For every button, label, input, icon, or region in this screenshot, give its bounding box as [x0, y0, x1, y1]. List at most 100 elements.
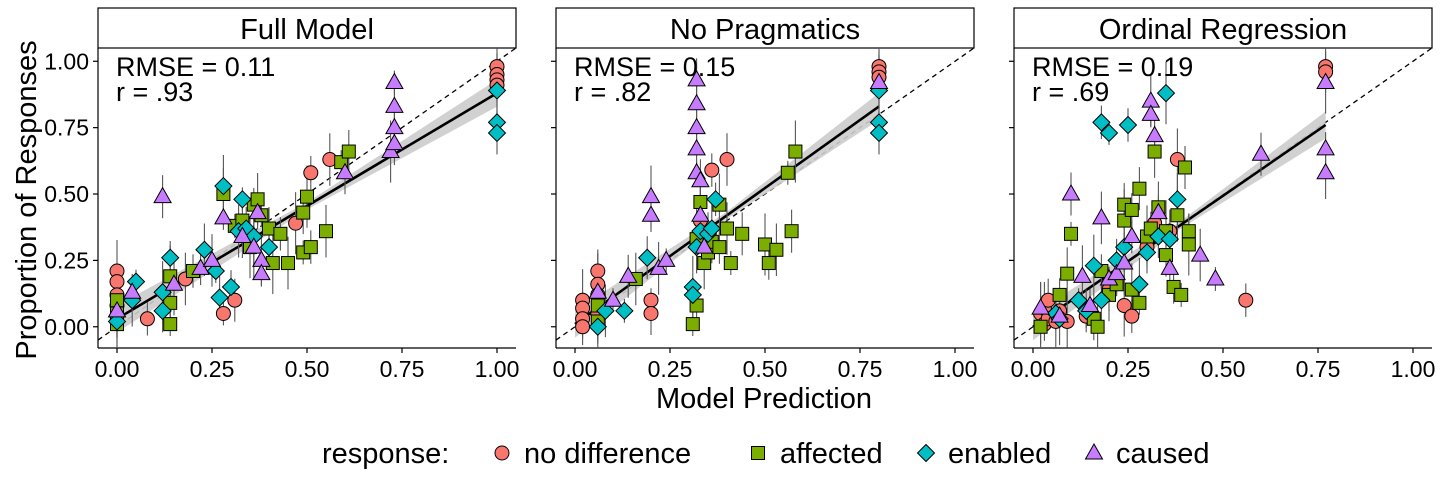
y-tick-label: 0.00 — [44, 314, 89, 340]
data-point-no-difference — [303, 165, 319, 181]
y-tick-label: 1.00 — [44, 48, 89, 74]
data-point-affected — [720, 221, 734, 236]
x-tick-label: 0.00 — [553, 356, 598, 382]
data-point-enabled — [195, 240, 214, 259]
data-point-caused — [164, 274, 184, 291]
data-point-caused — [641, 186, 661, 204]
data-point-affected — [1147, 144, 1162, 159]
facet-panel: No Pragmatics 0.00 0.25 0.50 0.75 1.00 RMSE = … — [551, 7, 977, 382]
data-point-enabled — [221, 277, 241, 297]
legend: response: no difference affected enabled cau… — [322, 438, 1210, 470]
facet-strip — [1013, 7, 1433, 49]
x-tick-label: 0.50 — [743, 356, 788, 382]
data-point-affected — [341, 144, 356, 159]
data-point-caused — [1316, 138, 1335, 156]
data-point-caused — [1080, 295, 1100, 313]
data-point-affected — [761, 256, 776, 271]
data-point-caused — [687, 69, 706, 87]
data-point-enabled — [210, 288, 229, 307]
data-point-enabled — [1118, 115, 1138, 135]
data-point-no-difference — [575, 319, 591, 335]
data-point-caused — [248, 202, 267, 220]
data-point-enabled — [1092, 113, 1111, 132]
data-point-affected — [1132, 295, 1147, 310]
data-point-no-difference — [590, 263, 606, 279]
data-point-caused — [618, 266, 638, 283]
legend-label: affected — [780, 438, 883, 470]
data-point-caused — [214, 207, 233, 225]
x-axis-title: Model Prediction — [656, 383, 872, 415]
legend-key-affected — [751, 446, 765, 460]
data-point-caused — [869, 72, 889, 90]
data-point-affected — [1170, 208, 1185, 223]
legend-label: no difference — [524, 438, 691, 470]
data-point-affected — [712, 240, 727, 255]
plot-area — [556, 48, 974, 348]
data-point-enabled — [233, 190, 252, 209]
data-point-caused — [1031, 298, 1050, 315]
facet-panel: Ordinal Regression 0.00 0.25 0.50 0.75 1.00 RM… — [1009, 7, 1435, 382]
data-point-caused — [603, 290, 623, 307]
data-point-enabled — [487, 123, 507, 143]
data-point-caused — [385, 117, 404, 135]
data-point-caused — [1251, 144, 1271, 161]
data-point-enabled — [588, 317, 608, 336]
facet-title: No Pragmatics — [670, 14, 860, 46]
data-point-caused — [122, 282, 142, 299]
x-tick-label: 0.25 — [190, 356, 235, 382]
y-tick-label: 0.25 — [44, 247, 89, 273]
data-point-enabled — [702, 219, 722, 238]
correlation-label: r = .93 — [116, 77, 193, 107]
data-point-no-difference — [1116, 298, 1132, 314]
data-point-enabled — [1156, 83, 1176, 103]
data-point-enabled — [1099, 123, 1119, 143]
data-point-enabled — [706, 190, 725, 209]
x-tick-label: 0.00 — [95, 356, 140, 382]
data-point-no-difference — [227, 292, 243, 308]
data-point-no-difference — [643, 292, 659, 308]
data-point-affected — [281, 256, 295, 271]
x-tick-label: 0.25 — [648, 356, 693, 382]
data-point-caused — [641, 205, 661, 222]
data-point-caused — [244, 237, 264, 254]
data-point-affected — [1178, 160, 1192, 175]
x-tick-label: 0.00 — [1011, 356, 1056, 382]
y-tick-label: 0.75 — [44, 115, 89, 141]
data-point-caused — [233, 226, 252, 243]
legend-key-caused — [1084, 442, 1104, 460]
legend-label: enabled — [948, 438, 1051, 470]
plot-area — [98, 48, 516, 348]
rmse-label: RMSE = 0.19 — [1032, 52, 1193, 82]
facet-title: Full Model — [240, 14, 374, 46]
data-point-caused — [1160, 258, 1180, 275]
data-point-caused — [588, 282, 608, 299]
data-point-no-difference — [704, 162, 720, 178]
data-point-caused — [1107, 263, 1126, 281]
data-point-affected — [788, 144, 803, 159]
data-point-caused — [1145, 125, 1164, 143]
regression-line — [1032, 123, 1327, 328]
data-point-enabled — [1160, 229, 1180, 249]
data-point-affected — [303, 240, 318, 255]
data-point-caused — [1190, 245, 1210, 262]
data-point-affected — [1159, 248, 1173, 263]
correlation-label: r = .69 — [1032, 77, 1109, 107]
data-point-no-difference — [139, 311, 155, 327]
data-point-caused — [385, 96, 404, 113]
data-point-enabled — [1084, 256, 1104, 275]
data-point-no-difference — [643, 305, 659, 321]
data-point-caused — [202, 250, 222, 267]
data-point-affected — [723, 256, 738, 271]
data-point-caused — [1114, 253, 1134, 270]
data-point-enabled — [683, 285, 703, 305]
y-axis-title: Proportion of Responses — [11, 40, 43, 359]
data-point-affected — [685, 317, 700, 332]
data-point-affected — [769, 242, 784, 257]
data-point-affected — [1052, 287, 1067, 302]
data-point-enabled — [214, 176, 233, 196]
data-point-caused — [153, 186, 172, 204]
data-point-affected — [1132, 181, 1147, 196]
data-point-enabled — [1069, 291, 1088, 310]
data-point-affected — [1033, 319, 1048, 334]
data-point-caused — [1316, 162, 1335, 180]
